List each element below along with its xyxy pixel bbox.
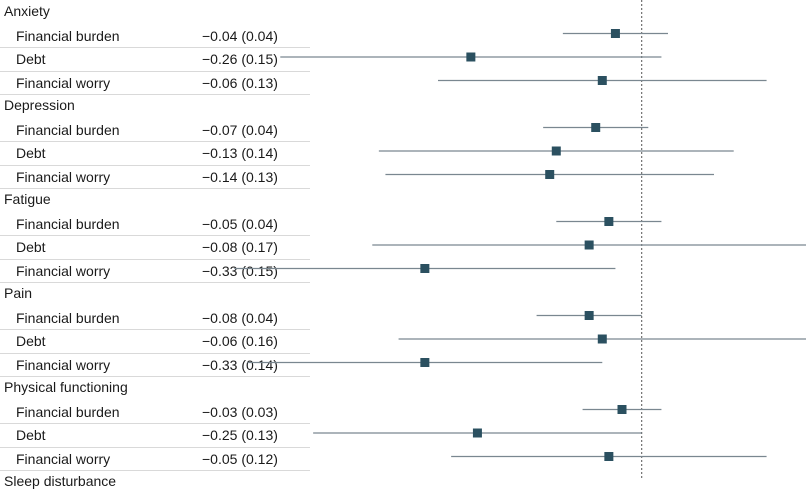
table-row: Financial worry −0.33 (0.15)	[0, 259, 310, 283]
estimate-value: −0.25 (0.13)	[202, 427, 278, 443]
estimate-value: −0.13 (0.14)	[202, 145, 278, 161]
predictor-label: Financial worry	[16, 74, 111, 91]
predictor-label: Financial worry	[16, 356, 111, 373]
estimate-marker	[472, 428, 482, 438]
table-row: Financial burden −0.05 (0.04)	[0, 212, 310, 236]
estimate-marker	[584, 240, 594, 250]
table-row: Financial worry −0.06 (0.13)	[0, 71, 310, 95]
predictor-label: Financial worry	[16, 262, 111, 279]
estimate-marker	[597, 334, 607, 344]
group-row-fatigue: Fatigue	[0, 188, 310, 212]
predictor-label: Debt	[16, 427, 46, 443]
predictor-label: Debt	[16, 51, 46, 67]
estimate-marker	[610, 29, 620, 38]
table-row: Debt −0.08 (0.17)	[0, 235, 310, 260]
estimate-marker	[604, 452, 614, 461]
predictor-label: Financial burden	[16, 121, 120, 138]
estimate-value: −0.14 (0.13)	[202, 168, 278, 185]
estimate-marker	[466, 52, 476, 62]
table-row: Financial worry −0.14 (0.13)	[0, 165, 310, 189]
estimate-value: −0.08 (0.04)	[202, 309, 278, 326]
group-row-depression: Depression	[0, 94, 310, 118]
estimate-value: −0.05 (0.04)	[202, 215, 278, 232]
table-row: Financial burden −0.04 (0.04)	[0, 24, 310, 48]
estimate-value: −0.04 (0.04)	[202, 27, 278, 44]
predictor-label: Debt	[16, 239, 46, 255]
group-row-pain: Pain	[0, 282, 310, 306]
group-label: Physical functioning	[4, 379, 128, 395]
predictor-label: Financial burden	[16, 309, 120, 326]
estimate-value: −0.33 (0.15)	[202, 262, 278, 279]
predictor-label: Financial burden	[16, 403, 120, 420]
estimate-marker	[545, 170, 555, 179]
estimate-value: −0.07 (0.04)	[202, 121, 278, 138]
table-row: Debt −0.06 (0.16)	[0, 329, 310, 354]
table-row: Debt −0.26 (0.15)	[0, 47, 310, 72]
table-row: Financial burden −0.07 (0.04)	[0, 118, 310, 142]
estimate-marker	[420, 264, 430, 273]
group-label: Fatigue	[4, 191, 51, 207]
estimate-marker	[420, 358, 430, 367]
predictor-label: Financial worry	[16, 450, 111, 467]
estimate-value: −0.08 (0.17)	[202, 239, 278, 255]
estimate-marker	[597, 76, 607, 85]
table-row: Debt −0.25 (0.13)	[0, 423, 310, 448]
estimate-marker	[617, 405, 627, 414]
group-row-anxiety: Anxiety	[0, 0, 310, 24]
predictor-label: Financial worry	[16, 168, 111, 185]
predictor-label: Debt	[16, 333, 46, 349]
table-row: Financial worry −0.33 (0.14)	[0, 353, 310, 377]
predictor-label: Financial burden	[16, 215, 120, 232]
table-row: Financial burden −0.03 (0.03)	[0, 400, 310, 424]
estimate-value: −0.03 (0.03)	[202, 403, 278, 420]
forest-plot-table: Anxiety Financial burden −0.04 (0.04) Debt −…	[0, 0, 310, 489]
estimate-value: −0.26 (0.15)	[202, 51, 278, 67]
estimate-value: −0.06 (0.13)	[202, 74, 278, 91]
group-label: Depression	[4, 97, 75, 113]
estimate-marker	[584, 311, 594, 320]
group-row-physical-functioning: Physical functioning	[0, 376, 310, 400]
predictor-label: Financial burden	[16, 27, 120, 44]
estimate-value: −0.05 (0.12)	[202, 450, 278, 467]
predictor-label: Debt	[16, 145, 46, 161]
estimate-value: −0.06 (0.16)	[202, 333, 278, 349]
estimate-marker	[604, 217, 614, 226]
table-row: Debt −0.13 (0.14)	[0, 141, 310, 166]
table-row: Financial worry −0.05 (0.12)	[0, 447, 310, 471]
estimate-marker	[551, 146, 561, 156]
table-row: Financial burden −0.08 (0.04)	[0, 306, 310, 330]
forest-plot	[234, 0, 806, 480]
group-label: Anxiety	[4, 3, 50, 19]
estimate-value: −0.33 (0.14)	[202, 356, 278, 373]
group-label: Pain	[4, 285, 33, 301]
estimate-marker	[591, 123, 601, 132]
